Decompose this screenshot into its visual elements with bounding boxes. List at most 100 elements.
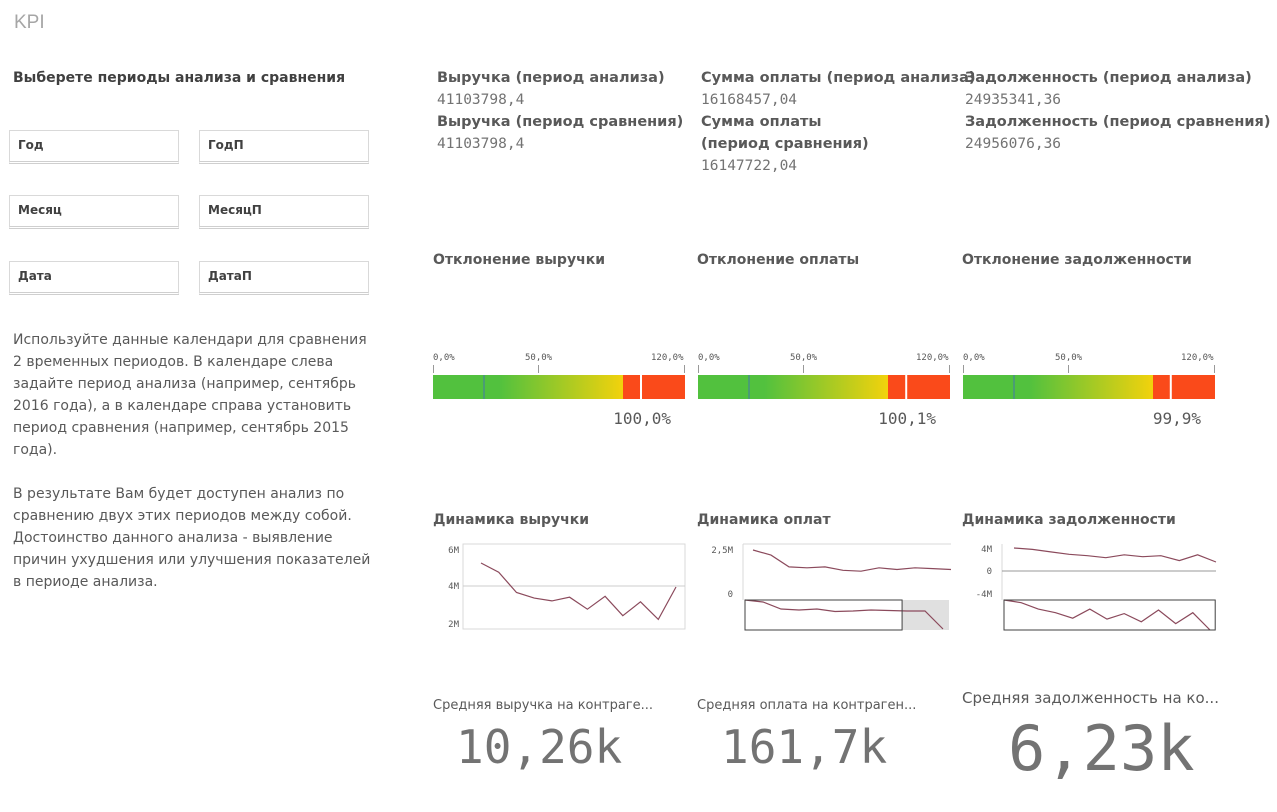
kpi-debt: Задолженность (период анализа) 24935341,… <box>965 67 1271 155</box>
filter-date-compare-label: ДатаП <box>208 269 252 283</box>
gauge-revenue-tick-0: 0,0% <box>433 353 455 363</box>
gauge-revenue-tickmark <box>684 365 685 373</box>
chart-revenue-ytick-0: 6M <box>448 546 459 556</box>
gauge-debt-band-good <box>963 375 1153 399</box>
description-paragraph-1: Используйте данные календари для сравнен… <box>13 332 367 458</box>
chart-revenue-ytick-1: 4M <box>448 582 459 592</box>
gauge-revenue-tickmark <box>433 365 434 373</box>
chart-payment-line <box>752 549 952 572</box>
chart-payment-navigator-shade <box>902 600 949 630</box>
gauge-debt-tickmark <box>1068 365 1069 373</box>
kpi-revenue: Выручка (период анализа) 41103798,4 Выру… <box>437 67 737 155</box>
avg-revenue-value: 10,26k <box>456 720 623 774</box>
gauge-payment-bar <box>698 375 950 399</box>
gauge-payment-tick-120: 120,0% <box>916 353 949 363</box>
kpi-revenue-value-analysis: 41103798,4 <box>437 92 525 108</box>
avg-revenue-label: Средняя выручка на контраге... <box>433 698 654 713</box>
chart-revenue-ytick-2: 2M <box>448 620 459 630</box>
filter-year[interactable]: Год <box>9 130 179 164</box>
chart-payment-title: Динамика оплат <box>697 512 831 528</box>
gauge-debt-value: 99,9% <box>1152 409 1201 428</box>
chart-debt-navigator-selection <box>1003 599 1216 631</box>
gauge-payment-tickmark <box>949 365 950 373</box>
chart-payment-ytick-1: 0 <box>728 590 733 600</box>
filter-date[interactable]: Дата <box>9 261 179 295</box>
chart-debt-line <box>1013 547 1217 563</box>
kpi-revenue-label-compare: Выручка (период сравнения) <box>437 114 684 130</box>
gauge-revenue-tickmark <box>538 365 539 373</box>
kpi-payment-label-compare: Сумма оплаты (период сравнения) <box>701 114 869 152</box>
filter-month-compare[interactable]: МесяцП <box>199 195 369 229</box>
sheet-title: KPI <box>14 12 45 33</box>
gauge-payment-value: 100,1% <box>878 409 936 428</box>
gauge-debt[interactable]: 0,0% 50,0% 120,0% 99,9% <box>963 353 1215 453</box>
chart-revenue-title: Динамика выручки <box>433 512 590 528</box>
description-paragraph-2: В результате Вам будет доступен анализ п… <box>13 486 371 590</box>
chart-debt-title: Динамика задолженности <box>962 512 1176 528</box>
chart-debt[interactable]: 4M 0 -4M <box>962 540 1217 635</box>
avg-debt-label: Средняя задолженность на ко... <box>962 689 1219 707</box>
chart-debt-svg[interactable]: 4M 0 -4M <box>962 540 1217 635</box>
gauge-payment-band-good <box>698 375 888 399</box>
gauge-payment[interactable]: 0,0% 50,0% 120,0% 100,1% <box>698 353 950 453</box>
gauge-debt-title: Отклонение задолженности <box>962 252 1192 268</box>
avg-payment-label: Средняя оплата на контраген... <box>697 698 917 713</box>
gauge-payment-tick-50: 50,0% <box>790 353 818 363</box>
avg-payment-value: 161,7k <box>721 720 888 774</box>
chart-debt-ytick-1: 0 <box>987 567 992 577</box>
kpi-debt-value-analysis: 24935341,36 <box>965 92 1062 108</box>
chart-debt-ytick-2: -4M <box>976 590 993 600</box>
kpi-payment: Сумма оплаты (период анализа) 16168457,0… <box>701 67 976 177</box>
gauge-debt-tick-0: 0,0% <box>963 353 985 363</box>
kpi-payment-value-compare: 16147722,04 <box>701 158 798 174</box>
gauge-revenue-tick-50: 50,0% <box>525 353 553 363</box>
filter-year-compare[interactable]: ГодП <box>199 130 369 164</box>
gauge-debt-band-bad <box>1153 375 1215 399</box>
filter-year-label: Год <box>18 138 44 152</box>
kpi-payment-label-analysis: Сумма оплаты (период анализа) <box>701 70 976 86</box>
gauge-revenue-value: 100,0% <box>613 409 671 428</box>
kpi-revenue-value-compare: 41103798,4 <box>437 136 525 152</box>
filter-month[interactable]: Месяц <box>9 195 179 229</box>
kpi-debt-label-compare: Задолженность (период сравнения) <box>965 114 1271 130</box>
gauge-revenue-bar-svg <box>433 375 685 399</box>
gauge-debt-tickmark <box>1214 365 1215 373</box>
filters-title: Выберете периоды анализа и сравнения <box>13 70 346 86</box>
gauge-revenue[interactable]: 0,0% 50,0% 120,0% 100,0% <box>433 353 685 453</box>
chart-payment-svg[interactable]: 2,5M 0 <box>697 540 952 635</box>
gauge-debt-bar-svg <box>963 375 1215 399</box>
filter-date-compare[interactable]: ДатаП <box>199 261 369 295</box>
filter-month-label: Месяц <box>18 203 62 217</box>
chart-revenue-svg[interactable]: 6M 4M 2M <box>433 540 686 635</box>
gauge-payment-tick-0: 0,0% <box>698 353 720 363</box>
gauge-debt-tick-50: 50,0% <box>1055 353 1083 363</box>
gauge-payment-bar-svg <box>698 375 950 399</box>
gauge-payment-band-bad <box>888 375 950 399</box>
filter-month-compare-label: МесяцП <box>208 203 262 217</box>
chart-debt-navigator-line <box>1003 599 1211 631</box>
chart-payment-navigator-selection <box>744 599 903 631</box>
chart-payment[interactable]: 2,5M 0 <box>697 540 952 635</box>
gauge-payment-title: Отклонение оплаты <box>697 252 860 268</box>
gauge-revenue-bar <box>433 375 685 399</box>
chart-revenue-line <box>480 562 677 621</box>
avg-debt-value: 6,23k <box>1008 712 1195 785</box>
chart-payment-ytick-0: 2,5M <box>711 546 733 556</box>
gauge-debt-bar <box>963 375 1215 399</box>
gauge-debt-tick-120: 120,0% <box>1181 353 1214 363</box>
gauge-revenue-tick-120: 120,0% <box>651 353 684 363</box>
chart-payment-navigator-line <box>744 599 944 630</box>
gauge-revenue-title: Отклонение выручки <box>433 252 605 268</box>
kpi-debt-label-analysis: Задолженность (период анализа) <box>965 70 1252 86</box>
kpi-revenue-label-analysis: Выручка (период анализа) <box>437 70 665 86</box>
gauge-payment-tickmark <box>803 365 804 373</box>
gauge-revenue-band-good <box>433 375 623 399</box>
gauge-payment-tickmark <box>698 365 699 373</box>
chart-revenue[interactable]: 6M 4M 2M <box>433 540 686 635</box>
filter-date-label: Дата <box>18 269 52 283</box>
kpi-payment-value-analysis: 16168457,04 <box>701 92 798 108</box>
chart-debt-ytick-0: 4M <box>981 545 992 555</box>
gauge-debt-tickmark <box>963 365 964 373</box>
gauge-revenue-band-bad <box>623 375 685 399</box>
filter-year-compare-label: ГодП <box>208 138 244 152</box>
